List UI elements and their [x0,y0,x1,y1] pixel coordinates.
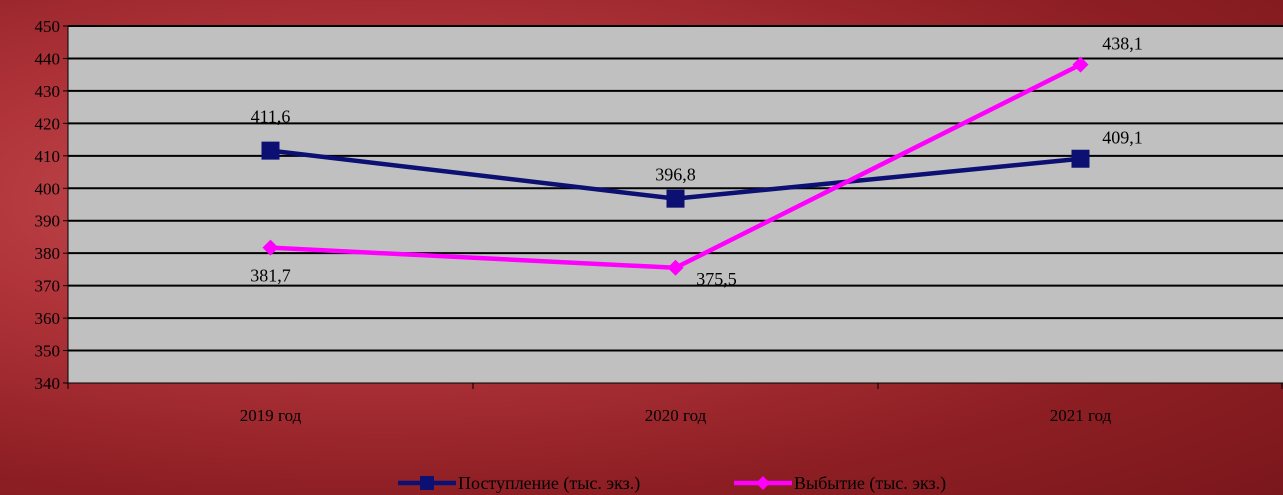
data-label: 375,5 [696,269,737,289]
y-tick-label: 430 [35,82,61,101]
data-point [1071,149,1090,168]
legend-item: Выбытие (тыс. экз.) [734,473,946,494]
y-tick-label: 340 [35,374,61,393]
data-point [262,239,279,256]
data-label: 438,1 [1102,34,1143,54]
data-label: 381,7 [250,266,291,286]
data-point [261,141,280,160]
data-point [667,259,684,276]
x-tick-label: 2019 год [240,406,302,425]
y-tick-label: 450 [35,17,61,36]
y-tick-label: 400 [35,179,61,198]
y-axis-ticks: 340 350 360 370 380 390 400 410 420 430 440 450 [35,17,68,393]
legend-marker [756,476,770,490]
x-tick-label: 2021 год [1050,406,1112,425]
series-lines [261,56,1090,276]
y-tick-label: 410 [35,147,61,166]
legend-label: Выбытие (тыс. экз.) [794,473,946,494]
data-label: 411,6 [251,107,291,127]
y-tick-label: 440 [35,49,61,68]
data-point [1072,56,1089,73]
y-tick-label: 360 [35,309,61,328]
data-labels: 411,6 396,8 409,1 381,7 375,5 438,1 [250,34,1143,289]
legend-label: Поступление (тыс. экз.) [458,473,640,494]
data-label: 409,1 [1102,128,1143,148]
x-axis-ticks: 2019 год 2020 год 2021 год [67,383,1283,425]
x-tick-label: 2020 год [645,406,707,425]
legend-marker [420,476,434,490]
legend: Поступление (тыс. экз.) Выбытие (тыс. экз… [398,473,946,494]
legend-item: Поступление (тыс. экз.) [398,473,640,494]
axes [67,26,1283,384]
data-label: 396,8 [655,165,696,185]
data-point [666,189,685,208]
y-tick-label: 380 [35,244,61,263]
y-tick-label: 350 [35,342,61,361]
y-tick-label: 390 [35,212,61,231]
y-tick-label: 420 [35,114,61,133]
y-tick-label: 370 [35,277,61,296]
